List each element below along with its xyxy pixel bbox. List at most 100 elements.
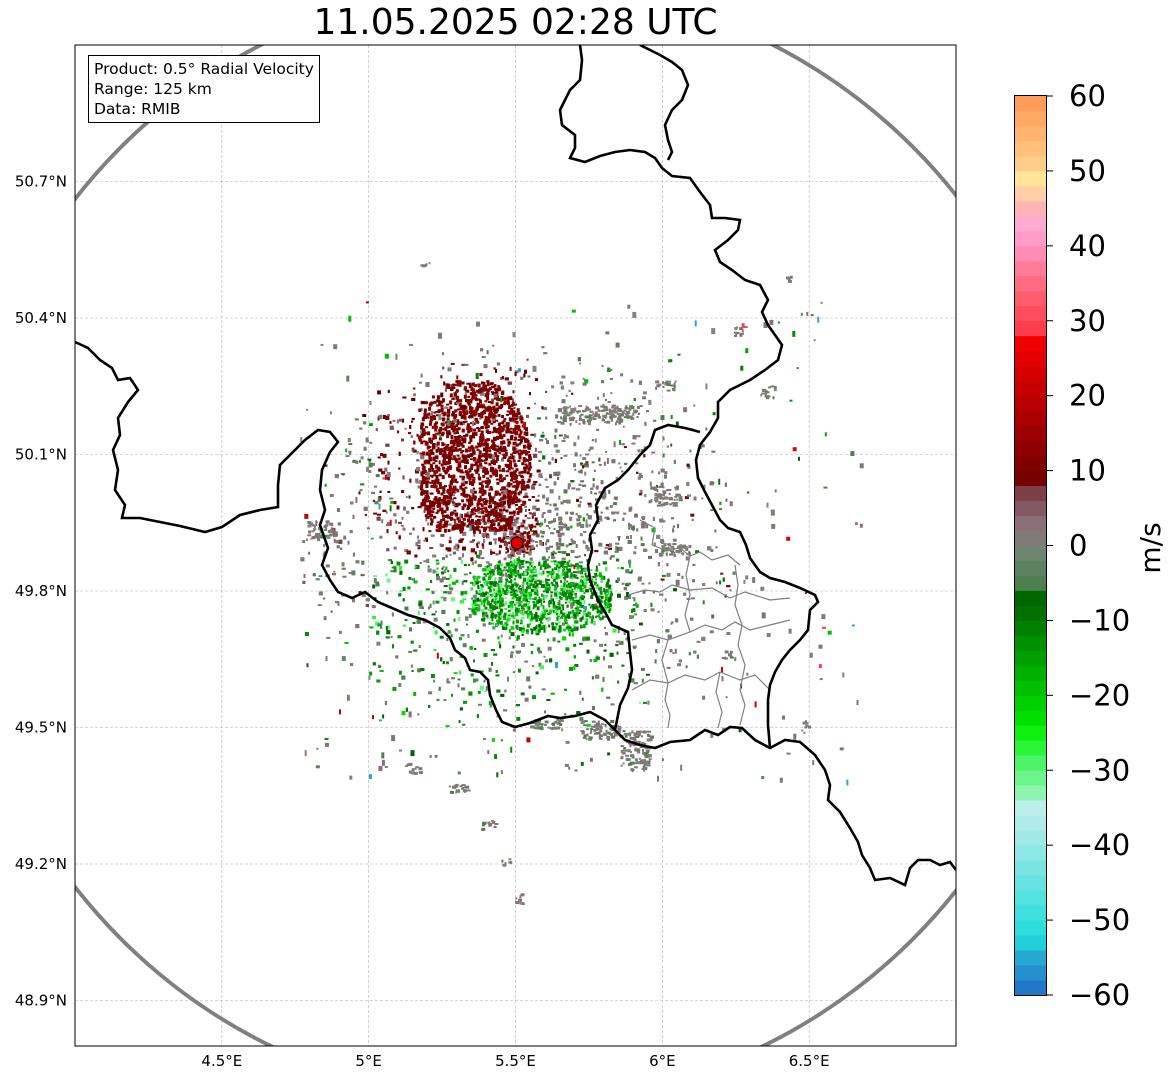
- colorbar-band: [1015, 875, 1046, 891]
- colorbar-band: [1015, 395, 1046, 412]
- colorbar: [1014, 95, 1047, 996]
- colorbar-band: [1015, 170, 1046, 187]
- longitude-labels: 4.5°E 5°E 5.5°E 6°E 6.5°E: [201, 1052, 829, 1070]
- colorbar-band: [1015, 200, 1046, 217]
- colorbar-band: [1015, 695, 1046, 711]
- colorbar-tick-label: 60: [1069, 79, 1106, 113]
- colorbar-labels: m/s 60 50 40 30 20 10 0 −10 −20 −30 −40 −50 −60: [1047, 79, 1167, 1012]
- colorbar-band: [1015, 815, 1046, 831]
- colorbar-band: [1015, 350, 1046, 367]
- colorbar-band: [1015, 785, 1046, 801]
- lon-tick-label: 5.5°E: [495, 1052, 536, 1070]
- colorbar-band: [1015, 215, 1046, 232]
- colorbar-band: [1015, 335, 1046, 352]
- colorbar-band: [1015, 470, 1046, 486]
- colorbar-tick-label: −50: [1069, 903, 1130, 937]
- colorbar-band: [1015, 650, 1046, 666]
- colorbar-band: [1015, 725, 1046, 741]
- colorbar-tick-label: −30: [1069, 753, 1130, 787]
- info-range: Range: 125 km: [94, 80, 212, 98]
- colorbar-band: [1015, 980, 1046, 995]
- info-data-source: Data: RMIB: [94, 100, 181, 118]
- luxembourg-canton-boundary: [651, 544, 741, 566]
- lat-tick-label: 49.8°N: [15, 582, 67, 600]
- colorbar-band: [1015, 590, 1046, 606]
- colorbar-band: [1015, 290, 1046, 307]
- colorbar-tick-label: 40: [1069, 229, 1106, 263]
- colorbar-band: [1015, 185, 1046, 202]
- luxembourg-canton-boundary: [631, 619, 791, 641]
- colorbar-band: [1015, 380, 1046, 397]
- luxembourg-canton-boundary: [715, 671, 723, 729]
- colorbar-band: [1015, 140, 1046, 157]
- colorbar-tick-label: −20: [1069, 678, 1130, 712]
- lon-tick-label: 4.5°E: [201, 1052, 242, 1070]
- lat-tick-label: 50.4°N: [15, 309, 67, 327]
- colorbar-band: [1015, 770, 1046, 786]
- country-border-belgium-luxembourg-germany: [558, 45, 820, 749]
- luxembourg-canton-boundary: [684, 555, 691, 633]
- lat-tick-label: 49.2°N: [15, 855, 67, 873]
- colorbar-gradient: [1015, 96, 1046, 995]
- colorbar-band: [1015, 320, 1046, 337]
- colorbar-band: [1015, 365, 1046, 382]
- colorbar-band: [1015, 545, 1046, 561]
- map-content: [75, 45, 956, 1046]
- colorbar-tick-label: 30: [1069, 304, 1106, 338]
- colorbar-band: [1015, 755, 1046, 771]
- colorbar-band: [1015, 575, 1046, 591]
- colorbar-band: [1015, 860, 1046, 876]
- colorbar-band: [1015, 605, 1046, 621]
- colorbar-band: [1015, 965, 1046, 981]
- colorbar-band: [1015, 620, 1046, 636]
- colorbar-band: [1015, 800, 1046, 816]
- map-frame: [74, 44, 957, 1047]
- colorbar-band: [1015, 560, 1046, 576]
- colorbar-band: [1015, 935, 1046, 951]
- colorbar-band: [1015, 425, 1046, 442]
- colorbar-tick-label: 50: [1069, 154, 1106, 188]
- colorbar-band: [1015, 710, 1046, 726]
- lat-tick-label: 50.7°N: [15, 173, 67, 191]
- colorbar-band: [1015, 485, 1046, 501]
- colorbar-band: [1015, 245, 1046, 262]
- lon-tick-label: 6°E: [649, 1052, 676, 1070]
- colorbar-unit-label: m/s: [1134, 522, 1167, 573]
- colorbar-band: [1015, 96, 1046, 112]
- colorbar-band: [1015, 635, 1046, 651]
- colorbar-tick-label: 0: [1069, 529, 1087, 563]
- luxembourg-canton-boundary: [631, 671, 771, 691]
- colorbar-band: [1015, 305, 1046, 322]
- colorbar-band: [1015, 440, 1046, 456]
- admin-boundaries: [627, 519, 791, 729]
- lon-tick-label: 6.5°E: [789, 1052, 830, 1070]
- colorbar-tick-label: −60: [1069, 978, 1130, 1012]
- colorbar-band: [1015, 155, 1046, 172]
- colorbar-tick-label: −10: [1069, 603, 1130, 637]
- colorbar-tick-label: 10: [1069, 454, 1106, 488]
- luxembourg-canton-boundary: [627, 584, 791, 601]
- colorbar-band: [1015, 275, 1046, 292]
- colorbar-band: [1015, 830, 1046, 846]
- border-upper-crop: [639, 45, 690, 161]
- colorbar-band: [1015, 920, 1046, 936]
- radar-echoes: [300, 262, 864, 906]
- luxembourg-canton-boundary: [639, 519, 656, 546]
- colorbar-tick-label: −40: [1069, 828, 1130, 862]
- country-border-luxembourg-belgium-west: [586, 423, 701, 731]
- radar-site-marker: [510, 536, 524, 550]
- country-borders: [75, 45, 956, 887]
- colorbar-band: [1015, 530, 1046, 546]
- latitude-labels: 50.7°N 50.4°N 50.1°N 49.8°N 49.5°N 49.2°N 48.9…: [15, 173, 67, 1010]
- lat-tick-label: 50.1°N: [15, 446, 67, 464]
- colorbar-band: [1015, 740, 1046, 756]
- colorbar-band: [1015, 125, 1046, 142]
- info-product: Product: 0.5° Radial Velocity: [94, 60, 314, 78]
- lon-tick-label: 5°E: [355, 1052, 382, 1070]
- lat-tick-label: 49.5°N: [15, 719, 67, 737]
- lat-tick-label: 48.9°N: [15, 992, 67, 1010]
- colorbar-band: [1015, 950, 1046, 966]
- country-border-france-belgium-west: [75, 340, 956, 887]
